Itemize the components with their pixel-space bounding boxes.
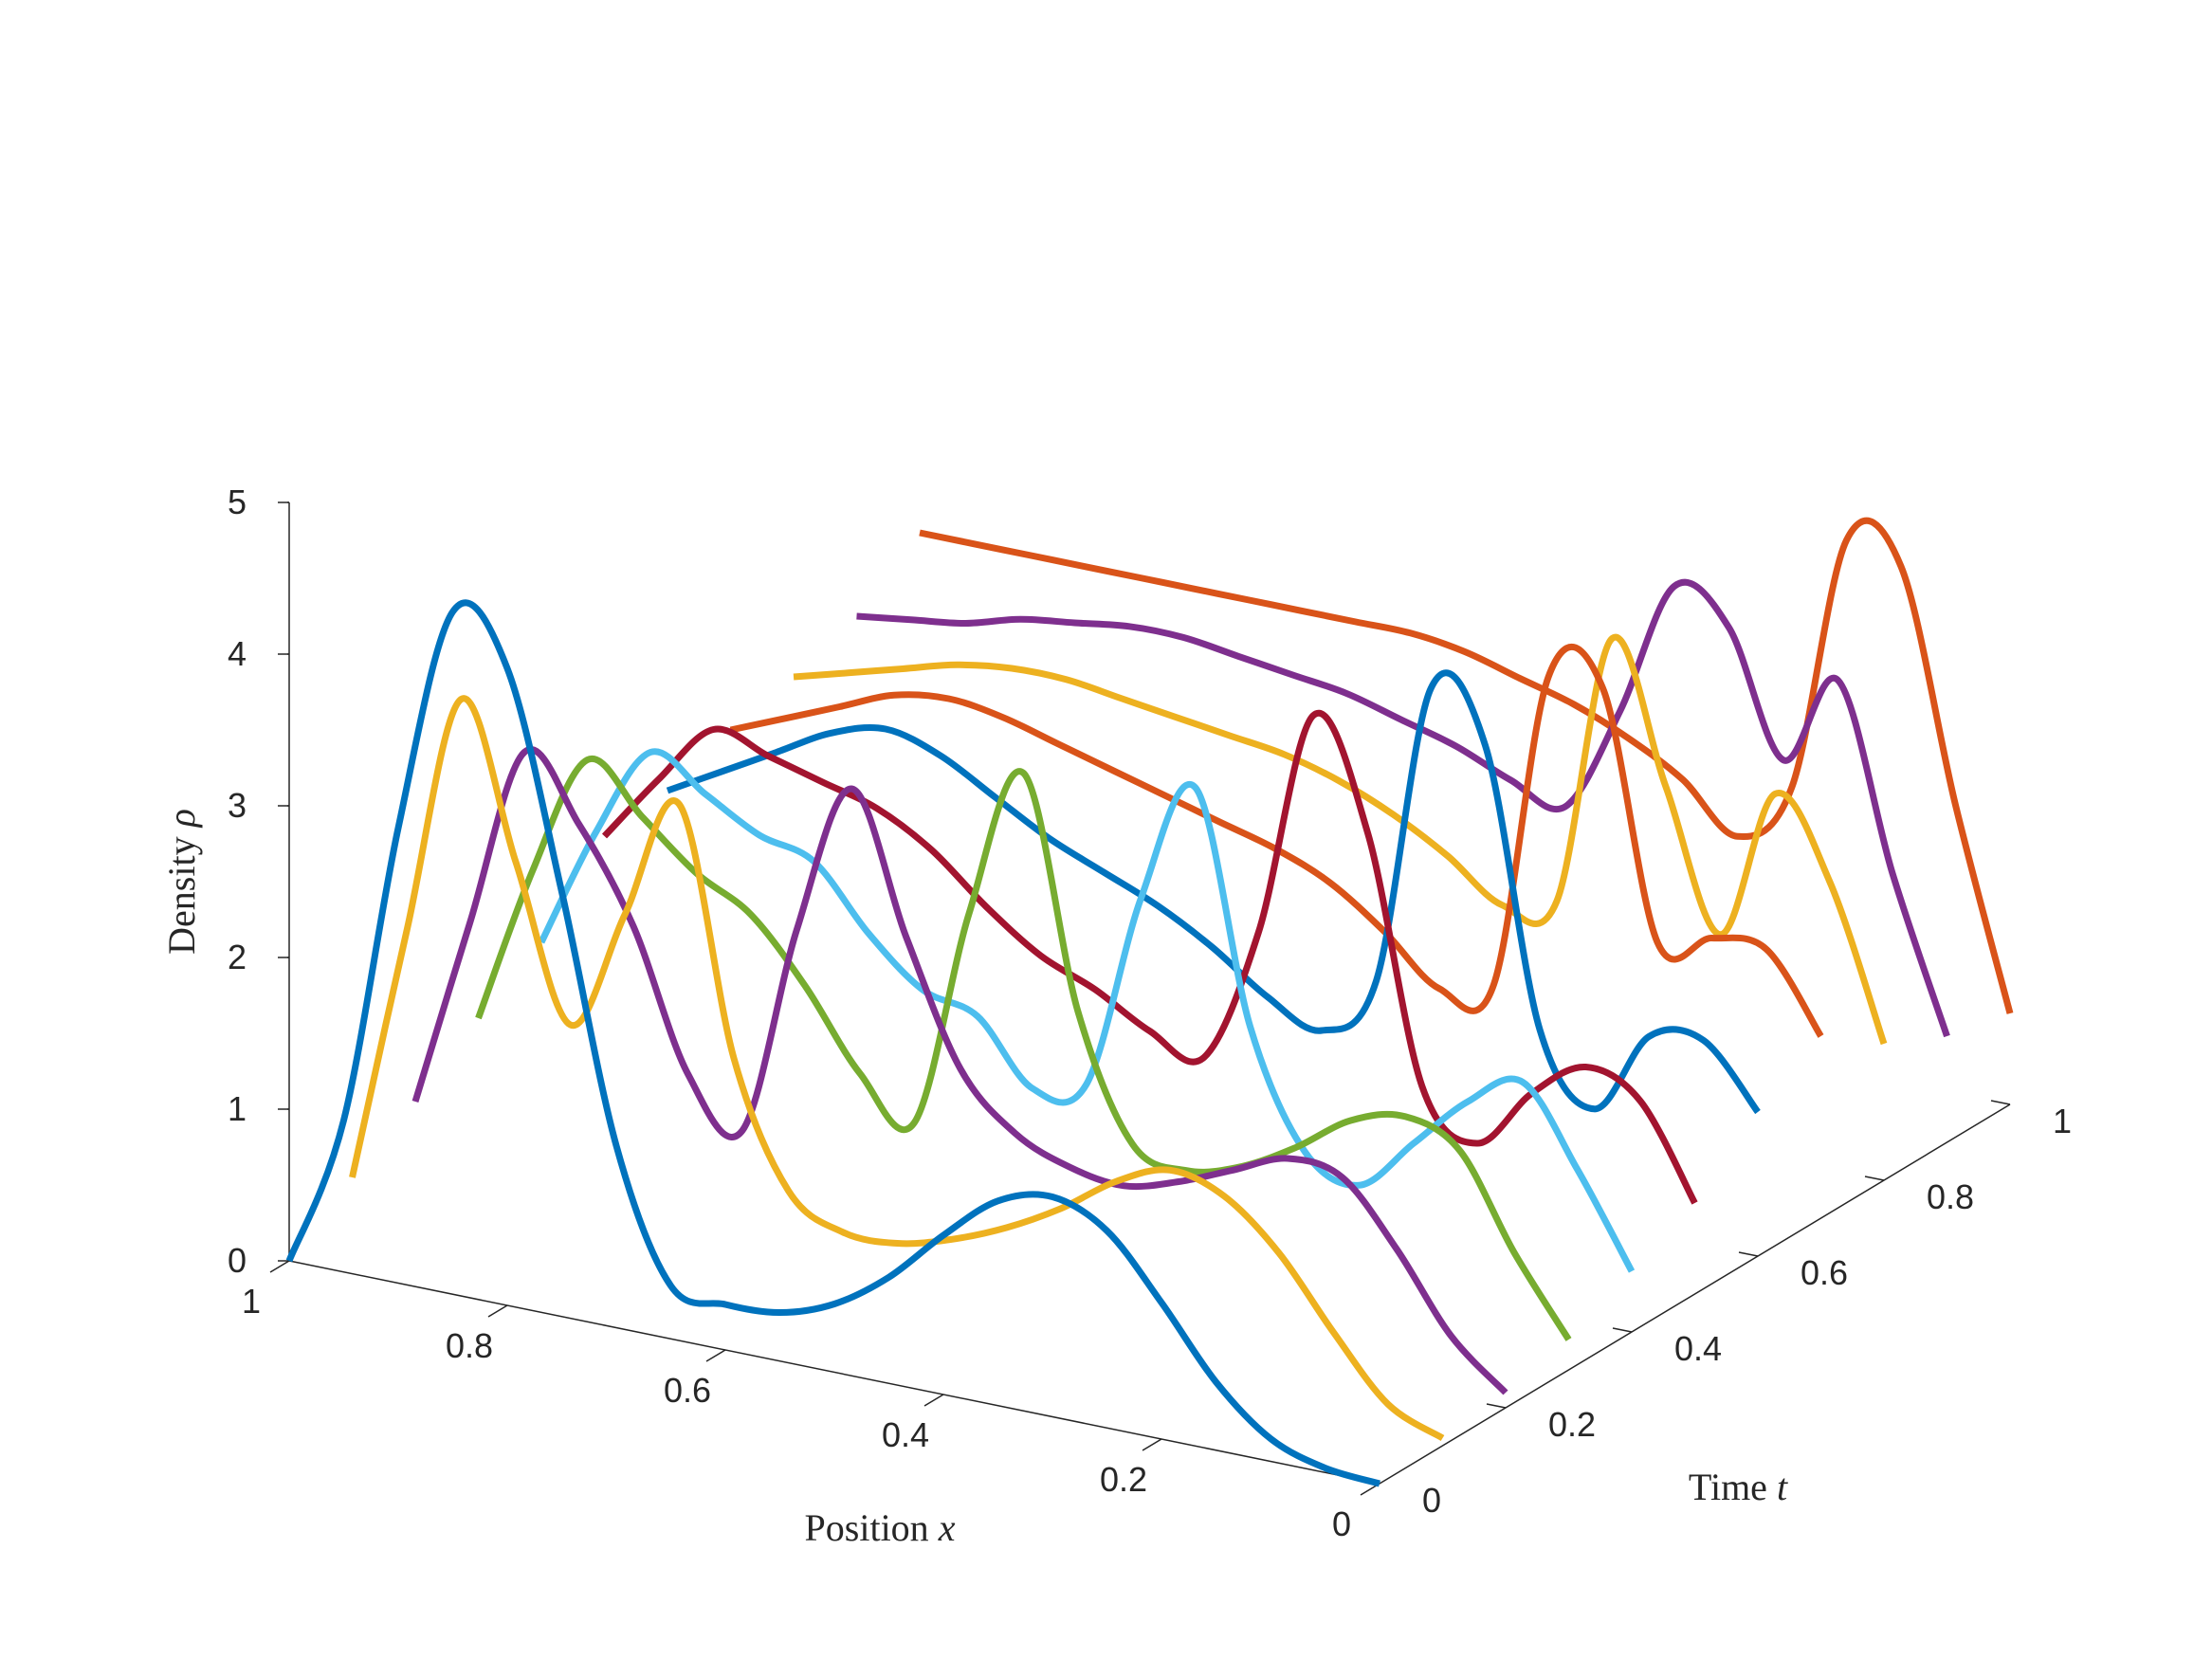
z-tick-label: 5 — [228, 483, 247, 521]
x-tick-mark — [923, 1394, 944, 1407]
series-group — [285, 517, 2014, 1487]
density-curve-t-1 — [919, 517, 2014, 1014]
x-tick-label: 0 — [1332, 1504, 1351, 1543]
t-tick-label: 0.4 — [1674, 1329, 1722, 1368]
x-tick-mark — [487, 1304, 508, 1318]
x-tick-label: 0.8 — [446, 1326, 493, 1365]
t-tick-label: 0 — [1422, 1481, 1441, 1520]
density-curve-t-0 — [285, 599, 1380, 1487]
x-tick-mark — [269, 1260, 290, 1273]
axis-labels: Position x Time t Density ρ — [160, 809, 1788, 1549]
density-curve-t-0-5 — [601, 709, 1698, 1205]
z-tick-label: 3 — [228, 786, 247, 825]
t-axis-title: Time t — [1689, 1466, 1788, 1508]
density-curve-t-0-3 — [475, 755, 1572, 1341]
z-axis-title: Density ρ — [160, 809, 203, 955]
x-tick-mark — [1142, 1438, 1162, 1451]
t-tick-label: 0.6 — [1801, 1253, 1848, 1292]
t-tick-mark — [1864, 1176, 1885, 1181]
x-tick-label: 0.2 — [1100, 1460, 1147, 1499]
t-tick-mark — [1990, 1100, 2011, 1105]
x-tick-label: 0.4 — [882, 1415, 929, 1454]
axes-frame — [288, 502, 2011, 1485]
density-curve-t-0-4 — [538, 748, 1636, 1273]
density-curve-t-0-2 — [411, 746, 1508, 1395]
z-tick-label: 2 — [228, 938, 247, 976]
z-tick-label: 0 — [228, 1241, 247, 1280]
x-tick-label: 1 — [242, 1282, 261, 1321]
t-tick-label: 0.8 — [1927, 1177, 1974, 1216]
t-tick-mark — [1486, 1403, 1507, 1409]
t-tick-label: 0.2 — [1548, 1405, 1596, 1444]
x-axis-title: Position x — [805, 1506, 956, 1549]
x-axis-line — [288, 1260, 1380, 1485]
density-curve-t-0-7 — [729, 643, 1824, 1038]
density-curve-t-0-6 — [666, 669, 1761, 1115]
z-tick-label: 4 — [228, 634, 247, 673]
t-axis-line — [1379, 1103, 2011, 1485]
t-tick-label: 1 — [2053, 1102, 2072, 1140]
z-tick-label: 1 — [228, 1089, 247, 1128]
density-curve-t-0-9 — [856, 578, 1950, 1038]
x-tick-mark — [705, 1349, 726, 1362]
x-tick-label: 0.6 — [664, 1371, 711, 1410]
density-curve-t-0-8 — [793, 633, 1888, 1046]
density-curve-t-0-1 — [349, 695, 1445, 1442]
t-tick-mark — [1612, 1327, 1633, 1333]
t-tick-mark — [1738, 1251, 1759, 1257]
